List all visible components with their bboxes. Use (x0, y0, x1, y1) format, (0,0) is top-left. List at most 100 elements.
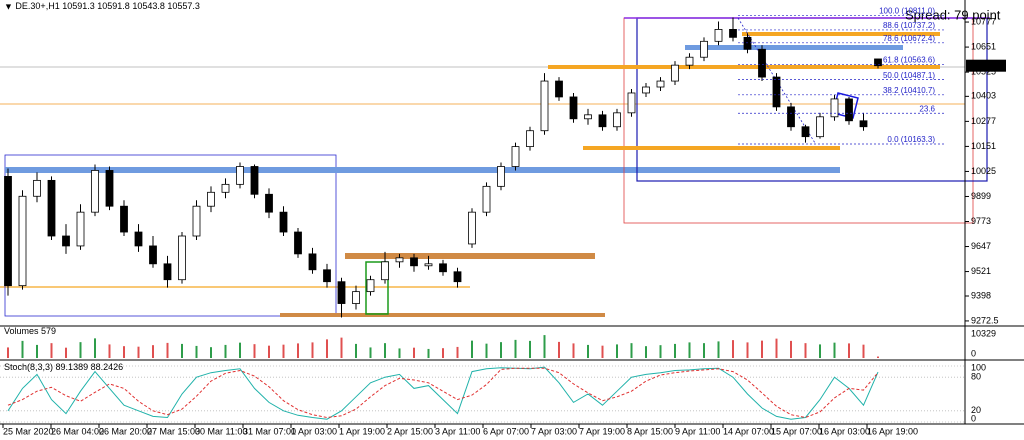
candle-body (250, 166, 259, 195)
candle-body (134, 231, 143, 247)
x-tick-label: 1 Apr 19:00 (339, 426, 385, 436)
stoch-k-last: 89.1389 (56, 362, 89, 372)
y-tick-label: 9899 (971, 191, 991, 201)
level-bar (742, 32, 940, 36)
candle-body (163, 263, 172, 281)
candle-body (178, 235, 186, 281)
level-bar (685, 45, 903, 50)
candle-body (410, 257, 418, 267)
candle-body (424, 263, 433, 267)
candle-body (395, 257, 404, 263)
chart-header: ▼ DE.30+,H1 10591.3 10591.8 10543.8 1055… (4, 1, 200, 11)
x-tick-label: 14 Apr 07:00 (723, 426, 774, 436)
y-tick-label: 10651 (971, 41, 996, 51)
candle-body (642, 86, 650, 94)
x-tick-label: 16 Apr 19:00 (867, 426, 918, 436)
x-tick-label: 26 Mar 20:00 (99, 426, 152, 436)
candle-body (221, 183, 230, 193)
candle-body (569, 96, 578, 120)
stoch-header: Stoch(8,3,3) 89.1389 88.2426 (4, 362, 123, 372)
level-bar (583, 146, 840, 150)
candle-body (120, 205, 128, 233)
candle-body (787, 106, 795, 128)
y-tick-label: 9773 (971, 216, 991, 226)
candle-body (859, 120, 868, 128)
volume-header: Volumes 579 (4, 326, 56, 336)
x-tick-label: 3 Apr 11:00 (435, 426, 480, 436)
candle-body (758, 48, 766, 78)
stoch-tick-label: 100 (971, 362, 986, 372)
candle-body (76, 211, 85, 247)
candle-body (33, 179, 41, 197)
candle-body (671, 64, 679, 82)
x-tick-label: 7 Apr 03:00 (531, 426, 577, 436)
candle-body (874, 58, 882, 67)
stoch-tick-label: 80 (971, 372, 981, 382)
x-tick-label: 2 Apr 15:00 (387, 426, 433, 436)
stoch-title: Stoch(8,3,3) (4, 362, 53, 372)
candle-body (105, 170, 114, 207)
candle-body (4, 176, 12, 287)
candle-body (381, 261, 389, 281)
y-tick-label: 10777 (971, 16, 996, 26)
low: 10543.8 (132, 1, 165, 11)
stoch-tick-label: 0 (971, 413, 976, 423)
candle-body (845, 98, 853, 122)
x-tick-label: 9 Apr 11:00 (675, 426, 720, 436)
x-tick-label: 25 Mar 2020 (3, 426, 54, 436)
fib-label: 88.6 (10737.2) (883, 21, 935, 30)
candle-body (323, 269, 331, 283)
fib-label: 61.8 (10563.6) (883, 56, 935, 65)
candle-body (265, 193, 273, 213)
volume-tick-label: 10329 (971, 328, 996, 338)
price-tag-label: 10557.3 (969, 60, 1002, 70)
candle-body (555, 80, 563, 98)
x-tick-label: 8 Apr 15:00 (627, 426, 673, 436)
candle-body (656, 80, 665, 88)
candle-body (627, 92, 636, 114)
fib-label: 78.6 (10672.4) (883, 34, 935, 43)
x-tick-label: 7 Apr 19:00 (579, 426, 625, 436)
candle-body (337, 281, 346, 304)
candle-body (366, 279, 375, 293)
x-tick-label: 31 Mar 07:00 (243, 426, 296, 436)
stoch-d-line (7, 367, 879, 419)
volume-last: 579 (41, 326, 56, 336)
candle-body (453, 271, 462, 283)
rectangle (365, 261, 389, 315)
candle-body (207, 191, 215, 207)
candle-body (714, 29, 723, 42)
candle-body (468, 211, 476, 245)
volume-tick-label: 0 (971, 348, 976, 358)
fib-label: 0.0 (10163.3) (887, 135, 935, 144)
symbol: DE.30+,H1 (15, 1, 59, 11)
candle-body (482, 185, 491, 213)
x-tick-label: 1 Apr 03:00 (291, 426, 337, 436)
y-tick-label: 9647 (971, 241, 991, 251)
x-tick-label: 16 Apr 03:00 (819, 426, 870, 436)
x-tick-label: 27 Mar 15:00 (147, 426, 200, 436)
candle-body (149, 245, 157, 265)
level-bar (5, 167, 840, 173)
candle-body (47, 179, 56, 237)
x-tick-label: 6 Apr 07:00 (483, 426, 529, 436)
level-bar (280, 313, 605, 317)
candle-body (772, 76, 781, 108)
candle-body (584, 114, 592, 120)
candle-body (743, 36, 752, 50)
y-tick-label: 10277 (971, 116, 996, 126)
candle-body (236, 166, 244, 185)
y-tick-label: 10025 (971, 166, 996, 176)
y-tick-label: 10403 (971, 91, 996, 101)
open: 10591.3 (62, 1, 95, 11)
level-bar (345, 253, 595, 259)
volume-title: Volumes (4, 326, 39, 336)
stoch-tick-label: 20 (971, 405, 981, 415)
candle-body (18, 195, 27, 287)
candle-body (700, 40, 708, 58)
fib-label: 100.0 (10811.0) (879, 6, 935, 15)
candle-body (352, 291, 360, 304)
